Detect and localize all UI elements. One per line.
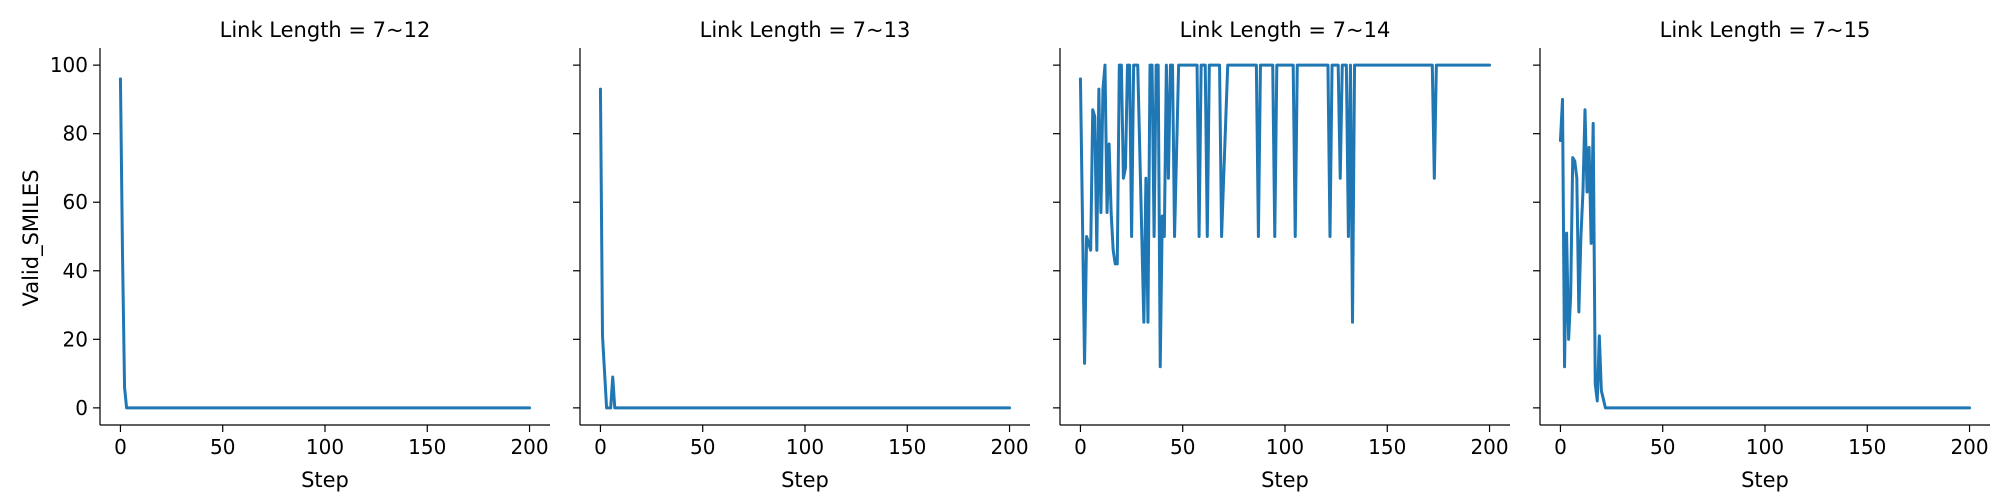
series-line: [598, 87, 1012, 410]
x-tick-label: 0: [594, 435, 607, 459]
panel-title: Link Length = 7~13: [700, 18, 911, 42]
panel-title: Link Length = 7~12: [220, 18, 431, 42]
x-tick-label: 100: [306, 435, 344, 459]
panel-title: Link Length = 7~15: [1660, 18, 1871, 42]
x-tick-label: 150: [408, 435, 446, 459]
series-line: [1078, 63, 1492, 369]
x-axis-title: Step: [301, 468, 349, 492]
x-tick-label: 150: [1848, 435, 1886, 459]
series-line: [1558, 97, 1972, 410]
x-tick-label: 200: [1950, 435, 1988, 459]
y-tick-label: 40: [63, 259, 88, 283]
x-tick-label: 200: [990, 435, 1028, 459]
x-tick-label: 50: [1170, 435, 1195, 459]
y-axis-title: Valid_SMILES: [19, 169, 44, 306]
y-tick-label: 20: [63, 327, 88, 351]
x-axis-title: Step: [1741, 468, 1789, 492]
panel-3: Link Length = 7~14 0 50 100 150 200 Step: [1053, 18, 1510, 492]
panel-2: Link Length = 7~13 0 50 100 150 200 Step: [573, 18, 1030, 492]
x-tick-label: 50: [690, 435, 715, 459]
x-tick-label: 100: [786, 435, 824, 459]
x-tick-label: 150: [1368, 435, 1406, 459]
y-tick-label: 80: [63, 122, 88, 146]
x-tick-label: 50: [210, 435, 235, 459]
y-tick-label: 100: [50, 53, 88, 77]
panel-1: Link Length = 7~12 0 20 40 60 80 100 0 50 100 150 2…: [50, 18, 550, 492]
series-line: [118, 77, 532, 410]
y-tick-label: 0: [75, 396, 88, 420]
y-tick-label: 60: [63, 190, 88, 214]
x-tick-label: 200: [510, 435, 548, 459]
x-tick-label: 150: [888, 435, 926, 459]
x-tick-label: 0: [1074, 435, 1087, 459]
panel-4: Link Length = 7~15 0 50 100 150 200 Step: [1533, 18, 1990, 492]
x-tick-label: 100: [1746, 435, 1784, 459]
x-tick-label: 0: [1554, 435, 1567, 459]
x-tick-label: 50: [1650, 435, 1675, 459]
x-axis-title: Step: [781, 468, 829, 492]
x-tick-label: 0: [114, 435, 127, 459]
panel-title: Link Length = 7~14: [1180, 18, 1391, 42]
x-tick-label: 100: [1266, 435, 1304, 459]
x-tick-label: 200: [1470, 435, 1508, 459]
x-axis-title: Step: [1261, 468, 1309, 492]
